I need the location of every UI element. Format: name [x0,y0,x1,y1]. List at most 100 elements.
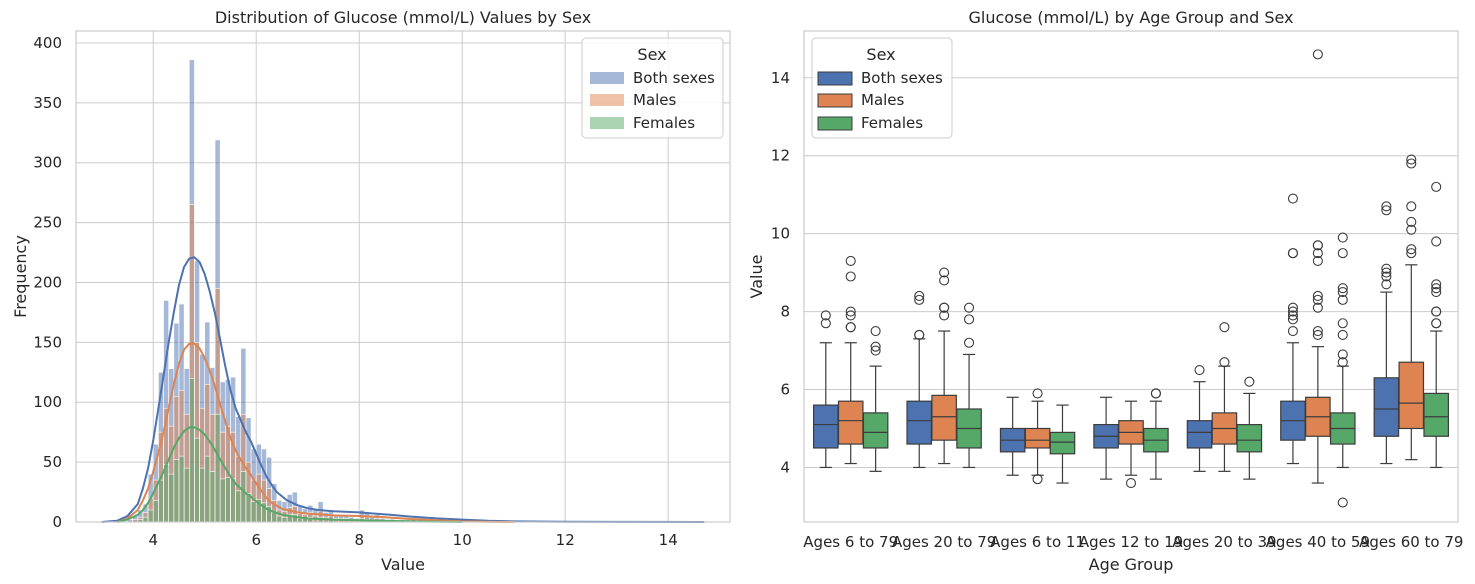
outlier-point [1337,349,1348,360]
outlier-point [1406,158,1417,169]
outlier-point [1381,263,1392,274]
box-ages-60-to-79-both-sexes [1373,201,1400,465]
boxplot-x-tick-label: Ages 60 to 79 [1359,533,1463,551]
histogram-x-tick-label: 10 [453,531,472,549]
box-ages-60-to-79-females [1423,181,1450,469]
histogram-bar [235,490,242,523]
histogram-bar [168,473,175,523]
histogram-bar [204,455,211,523]
outlier-point [939,302,950,313]
box-ages-40-to-59-both-sexes [1280,193,1306,465]
box-ages-40-to-59-males [1305,49,1331,484]
histogram-bar [142,516,149,523]
histogram-bar [183,467,190,523]
outlier-point [1381,201,1392,212]
histogram-x-tick-label: 12 [556,531,575,549]
boxplot-y-tick-label: 4 [780,458,790,476]
outlier-point [1287,248,1298,259]
histogram-y-tick-label: 350 [33,94,62,112]
outlier-point [1032,474,1043,485]
boxplot-y-tick-label: 6 [780,381,790,399]
iqr-box [1398,361,1425,430]
outlier-point [1150,388,1161,399]
outlier-point [1312,302,1323,313]
histogram-bar [250,501,257,523]
iqr-box [906,400,933,445]
outlier-point [1337,248,1348,259]
histogram-bar [219,478,226,523]
outlier-point [964,337,975,348]
box-ages-6-to-11-males [1024,388,1051,485]
histogram-x-axis-label: Value [381,555,425,574]
histogram-bar [214,413,221,523]
outlier-point [1287,326,1298,337]
iqr-box [931,394,957,441]
histogram-bar [194,437,200,523]
outlier-point [845,271,856,282]
histogram-bar [158,479,164,523]
histogram-bar [209,471,216,523]
histogram-legend-label-both: Both sexes [633,69,715,87]
iqr-box [837,400,864,445]
box-ages-20-to-39-females [1236,376,1263,480]
box-ages-12-to-19-both-sexes [1093,396,1119,480]
histogram-bar [276,515,283,523]
outlier-point [1406,201,1417,212]
boxplot-y-tick-label: 10 [771,225,790,243]
boxplot-x-tick-label: Ages 6 to 79 [803,533,898,551]
kde-line-females [116,426,463,523]
iqr-box [1236,423,1263,453]
outlier-point [1381,279,1392,290]
outlier-point [1312,248,1323,259]
outlier-point [1287,314,1298,325]
histogram-x-tick-label: 6 [251,531,261,549]
outlier-point [1406,216,1417,227]
outlier-point [1381,205,1392,216]
histogram-x-tick-label: 14 [659,531,678,549]
histogram-y-tick-label: 200 [33,273,62,291]
box-ages-40-to-59-females [1329,232,1356,508]
outlier-point [1312,240,1323,251]
outlier-point [939,275,950,286]
iqr-box [862,412,889,449]
boxplot-x-tick-label: Ages 20 to 79 [892,533,996,551]
outlier-point [1337,497,1348,508]
box-ages-6-to-79-males [837,255,864,465]
outlier-point [1287,306,1298,317]
histogram-frame [75,30,731,523]
outlier-point [939,267,950,278]
iqr-box [1373,377,1400,437]
histogram-bar [281,516,288,523]
histogram-y-tick-label: 0 [52,513,62,531]
outlier-point [939,310,950,321]
outlier-point [870,341,881,352]
boxplot-x-tick-label: Ages 12 to 19 [1079,533,1183,551]
outlier-point [1431,318,1442,329]
boxplot-y-tick-label: 8 [780,303,790,321]
boxplot-legend-swatch-females [817,116,853,131]
boxplot-x-tick-label: Ages 40 to 59 [1266,533,1370,551]
histogram-y-tick-label: 150 [33,333,62,351]
outlier-point [1406,248,1417,259]
box-ages-20-to-79-both-sexes [906,290,933,469]
outlier-point [1219,322,1230,333]
box-ages-20-to-39-males [1211,322,1238,472]
outlier-point [1431,287,1442,298]
outlier-point [1312,326,1323,337]
boxplot-legend: Sex Both sexes Males Females [811,37,953,139]
boxplot-legend-box [811,37,953,139]
histogram-legend-swatch-both [590,72,624,84]
histogram-bar [147,509,154,523]
histogram-bar [230,478,236,523]
outlier-point [1381,267,1392,278]
outlier-point [1406,224,1417,235]
histogram-bar [199,467,206,523]
outlier-point [1244,376,1255,387]
histogram-bar [163,464,169,523]
box-ages-20-to-79-females [956,302,982,469]
boxplot-x-tick-label: Ages 6 to 11 [990,533,1085,551]
outlier-point [1287,310,1298,321]
outlier-point [870,345,881,356]
